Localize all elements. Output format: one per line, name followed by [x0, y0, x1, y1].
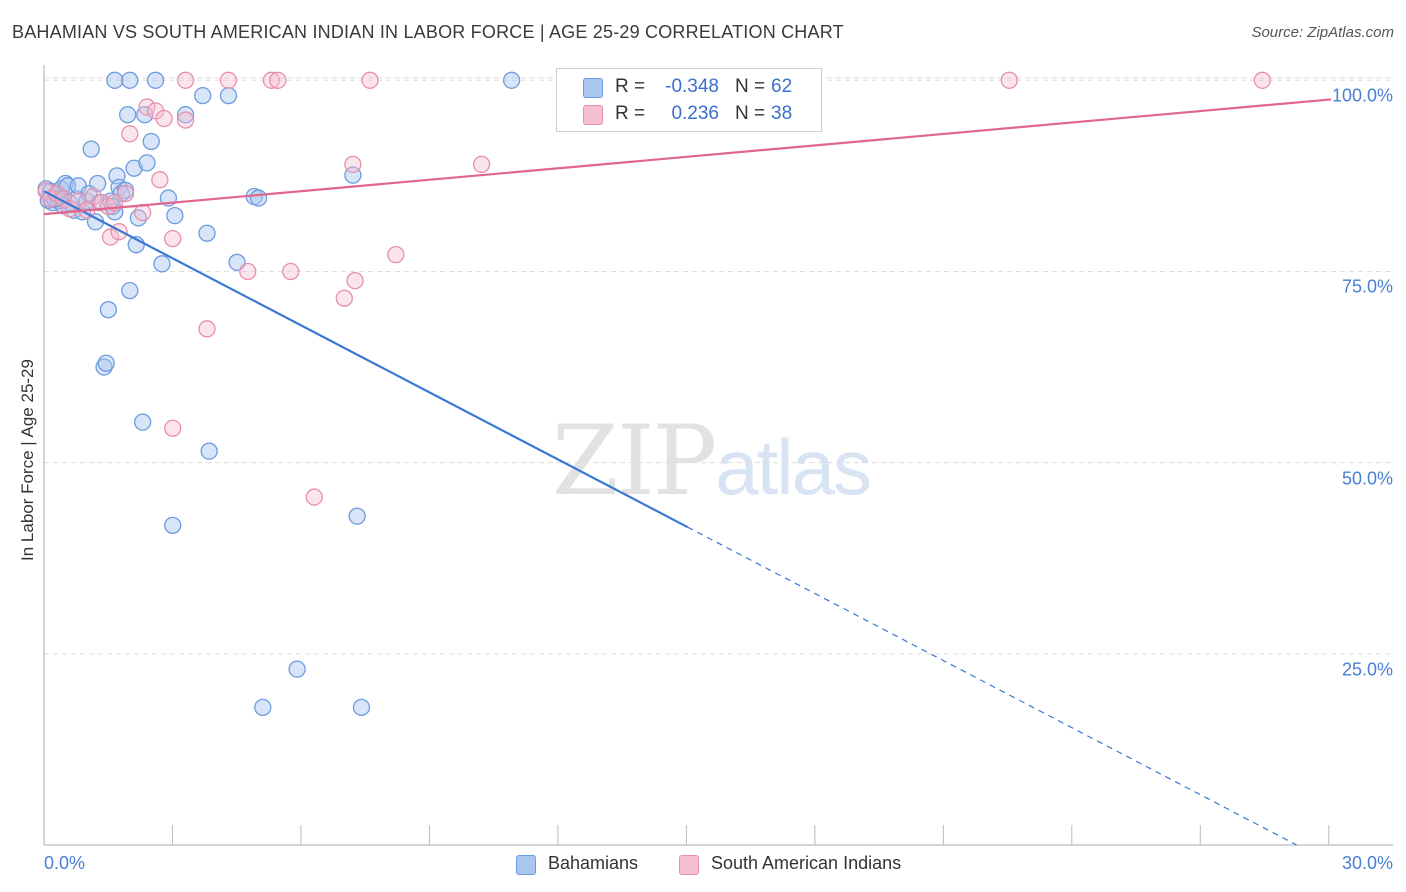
legend-r-label: R = — [615, 76, 646, 97]
bahamians-point — [88, 174, 107, 193]
bahamians-point — [82, 140, 100, 158]
south-american-indians-point — [282, 262, 300, 281]
bahamians-point — [254, 698, 272, 717]
grid-lines — [44, 77, 1393, 655]
south-american-indians-point — [198, 320, 216, 338]
south-american-indians-point — [176, 71, 195, 89]
south-american-indians-point — [262, 71, 281, 89]
bahamians-point — [288, 660, 306, 678]
bahamians-point — [348, 507, 366, 525]
bahamians-point — [138, 154, 156, 172]
bahamians-point — [176, 106, 195, 124]
south-american-indians-point — [335, 289, 353, 307]
legend-n-label: N = — [735, 103, 766, 124]
south-american-indians-point — [121, 125, 139, 143]
south-american-indians-point — [164, 419, 182, 437]
y-tick-label-75: 75.0% — [1341, 276, 1393, 297]
south-american-indians-point — [1253, 71, 1272, 89]
chart-title: BAHAMIAN VS SOUTH AMERICAN INDIAN IN LAB… — [12, 22, 844, 42]
axes — [43, 65, 1393, 846]
legend-r-label: R = — [615, 103, 646, 124]
bahamians-point — [219, 86, 238, 105]
legend-n-label: N = — [735, 76, 766, 97]
bottom-legend-label-south-american-indians: South American Indians — [711, 853, 902, 873]
y-axis-label: In Labor Force | Age 25-29 — [18, 359, 37, 561]
bahamians-point — [200, 442, 218, 460]
bottom-legend-swatch-blue — [516, 855, 536, 875]
south-american-indians-point — [101, 228, 120, 246]
south-american-indians-point — [239, 262, 257, 281]
bottom-legend-label-bahamians: Bahamians — [548, 853, 639, 873]
bahamians-point — [146, 71, 165, 89]
bahamians-point — [502, 71, 521, 89]
south-american-indians-point — [344, 155, 362, 174]
south-american-indians-point — [116, 184, 135, 203]
south-american-indians-point — [305, 488, 323, 506]
south-american-indians-point — [134, 203, 152, 222]
bahamians-point — [99, 301, 117, 319]
correlation-legend: R = -0.348 N = 62 R = 0.236 N = 38 — [556, 68, 822, 132]
bahamians-point — [166, 206, 184, 225]
bahamians-point — [134, 413, 152, 431]
south-american-indians-point — [269, 71, 287, 89]
bahamians-trend-line-extrapolated — [687, 526, 1297, 846]
trend-lines — [43, 98, 1332, 846]
bahamians-point — [249, 189, 268, 207]
south-american-indians-point — [1000, 71, 1018, 89]
legend-r-value: -0.348 — [665, 76, 719, 97]
bahamians-point — [97, 354, 115, 372]
bahamians-point — [121, 71, 139, 89]
bahamians-point — [106, 71, 124, 89]
y-tick-label-50: 50.0% — [1341, 468, 1393, 489]
legend-swatch-pink — [583, 105, 603, 125]
bahamians-point — [153, 255, 171, 273]
legend-n-value: 62 — [771, 76, 793, 97]
x-tick-label-max: 30.0% — [1341, 853, 1393, 873]
south-american-indians-point — [219, 71, 238, 89]
south-american-indians-point — [151, 171, 169, 189]
south-american-indians-trend-line — [43, 98, 1332, 216]
bahamians-point — [198, 224, 216, 242]
south-american-indians-point — [164, 229, 182, 248]
south-american-indians-points — [37, 71, 1272, 506]
south-american-indians-point — [387, 245, 405, 264]
legend-row-bahamians: R = -0.348 N = 62 — [557, 74, 821, 100]
south-american-indians-point — [110, 223, 128, 241]
legend-n-value: 38 — [771, 103, 793, 124]
bahamians-point — [194, 86, 212, 105]
source-label: Source: ZipAtlas.com — [1251, 24, 1394, 41]
bahamians-point — [352, 698, 371, 717]
legend-swatch-blue — [583, 78, 603, 98]
south-american-indians-point — [84, 187, 102, 206]
y-tick-label-25: 25.0% — [1341, 659, 1393, 680]
south-american-indians-point — [138, 98, 156, 116]
bahamians-point — [119, 106, 137, 124]
watermark-atlas: atlas — [715, 423, 872, 511]
south-american-indians-point — [361, 71, 379, 89]
south-american-indians-point — [155, 109, 173, 128]
bahamians-point — [164, 516, 182, 535]
bottom-legend-swatch-pink — [679, 855, 699, 875]
bahamians-point — [142, 132, 160, 151]
legend-row-south-american-indians: R = 0.236 N = 38 — [557, 101, 821, 127]
bahamians-points — [37, 71, 521, 717]
south-american-indians-point — [176, 111, 195, 129]
south-american-indians-point — [346, 271, 364, 290]
bahamians-point — [121, 281, 139, 300]
x-tick-label-min: 0.0% — [44, 853, 86, 873]
legend-r-value: 0.236 — [671, 103, 719, 124]
bahamians-trend-line — [43, 190, 689, 529]
bahamians-point — [125, 159, 143, 177]
y-tick-label-100: 100.0% — [1331, 85, 1393, 106]
south-american-indians-point — [472, 155, 491, 174]
